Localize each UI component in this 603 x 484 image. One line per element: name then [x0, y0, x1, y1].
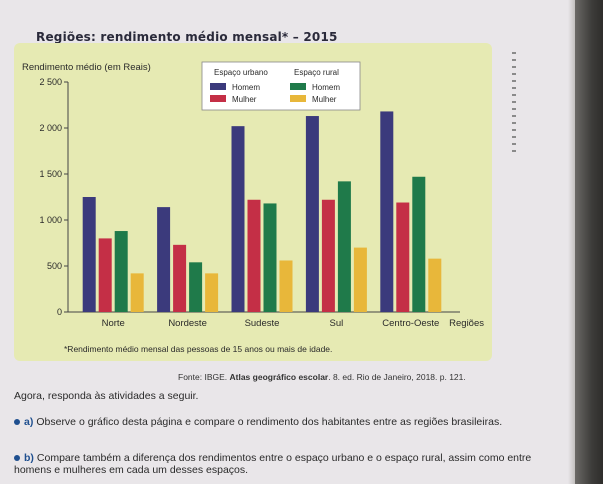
- chart-title: Regiões: rendimento médio mensal* – 2015: [36, 30, 338, 44]
- bullet-icon: [14, 455, 20, 462]
- x-tick-label: Sul: [330, 318, 344, 329]
- page-margin-marks: [512, 52, 516, 152]
- question-text: Observe o gráfico desta página e compare…: [36, 416, 503, 428]
- x-tick-label: Sudeste: [245, 318, 280, 329]
- bar: [321, 199, 335, 312]
- y-tick-label: 0: [57, 307, 62, 317]
- legend-group-title: Espaço rural: [294, 68, 339, 77]
- legend-swatch: [210, 95, 226, 102]
- legend-swatch: [210, 83, 226, 90]
- bar: [231, 126, 245, 312]
- y-axis-label: Rendimento médio (em Reais): [22, 62, 151, 73]
- legend-box: [201, 61, 361, 111]
- bar: [98, 238, 112, 312]
- legend-swatch: [290, 83, 306, 90]
- chart-footnote: *Rendimento médio mensal das pessoas de …: [64, 344, 332, 354]
- question-letter: b): [24, 452, 34, 464]
- legend-entry: Mulher: [312, 95, 337, 104]
- question-letter: a): [24, 416, 34, 428]
- bar: [305, 116, 319, 312]
- bar: [263, 203, 277, 312]
- bar: [337, 181, 351, 312]
- bar: [130, 273, 144, 312]
- question-text: Compare também a diferença dos rendiment…: [14, 452, 532, 476]
- source-citation: Fonte: IBGE. Atlas geográfico escolar. 8…: [178, 372, 466, 382]
- bar: [247, 199, 261, 312]
- bar: [428, 258, 442, 312]
- activities-prompt: Agora, responda às atividades a seguir.: [14, 390, 199, 402]
- y-tick-label: 1 000: [39, 215, 62, 225]
- question-b: b) Compare também a diferença dos rendime…: [14, 452, 534, 476]
- legend-entry: Mulher: [232, 95, 257, 104]
- bar: [380, 111, 394, 312]
- legend-entry: Homem: [232, 83, 260, 92]
- bar: [114, 231, 128, 312]
- x-tick-label: Norte: [102, 318, 125, 329]
- y-tick-label: 2 500: [39, 77, 62, 87]
- bar: [189, 262, 203, 312]
- book-binding: [575, 0, 603, 484]
- bar: [157, 207, 171, 312]
- x-tick-label: Nordeste: [168, 318, 207, 329]
- legend-entry: Homem: [312, 83, 340, 92]
- bar: [396, 202, 410, 312]
- y-tick-label: 2 000: [39, 123, 62, 133]
- bar: [412, 176, 426, 312]
- bar: [82, 197, 96, 312]
- y-tick-label: 1 500: [39, 169, 62, 179]
- bar: [279, 260, 293, 312]
- source-title: Atlas geográfico escolar: [229, 372, 329, 382]
- legend-group-title: Espaço urbano: [214, 68, 268, 77]
- question-a: a) Observe o gráfico desta página e compa…: [14, 416, 534, 428]
- bullet-icon: [14, 419, 20, 426]
- bar: [353, 247, 367, 312]
- bar: [173, 244, 187, 312]
- legend-swatch: [290, 95, 306, 102]
- source-prefix: Fonte: IBGE.: [178, 372, 230, 382]
- source-suffix: . 8. ed. Rio de Janeiro, 2018. p. 121.: [328, 372, 466, 382]
- y-tick-label: 500: [47, 261, 62, 271]
- bar: [205, 273, 219, 312]
- x-axis-label: Regiões: [449, 318, 484, 329]
- x-tick-label: Centro-Oeste: [382, 318, 439, 329]
- page-edge: [568, 0, 576, 484]
